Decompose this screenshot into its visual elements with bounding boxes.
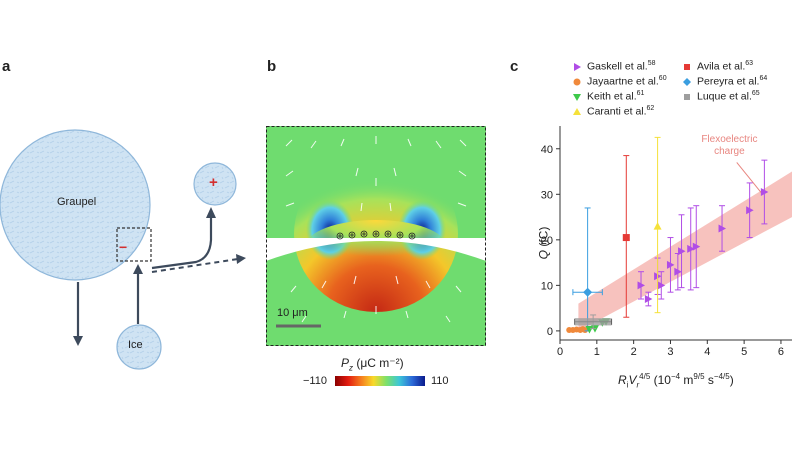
data-point: [653, 222, 662, 230]
panel-a-label: a: [2, 58, 11, 75]
legend: Gaskell et al.58 Avila et al.63 Jayaartne …: [572, 60, 794, 122]
graupel-label: Graupel: [57, 196, 97, 208]
data-point: [687, 244, 695, 253]
annotation-text: Flexoelectric: [701, 134, 757, 145]
colorbar-max-label: 110: [431, 375, 449, 387]
y-tick-label: 30: [541, 189, 553, 201]
legend-item-ref: 58: [647, 60, 656, 67]
legend-item: Jayaartne et al.60: [572, 75, 667, 88]
minus-charge-sign: −: [119, 239, 128, 255]
data-point: [585, 326, 594, 334]
x-axis-label: RiVr4/5 (10−4 m9/5 s−4/5): [618, 372, 734, 390]
annotation-pointer: [736, 162, 763, 195]
colorbar-unit: (μC m⁻²): [356, 356, 404, 370]
x-tick-label: 0: [557, 346, 563, 358]
data-point: [582, 326, 589, 333]
legend-item-label: Jayaartne et al.: [587, 75, 659, 88]
x-tick-label: 2: [631, 346, 637, 358]
data-point: [678, 247, 686, 256]
colorbar-gradient: [335, 376, 425, 386]
data-point: [644, 295, 653, 304]
x-tick-label: 6: [778, 346, 784, 358]
data-point: [657, 281, 666, 290]
legend-item-label: Avila et al.: [697, 60, 746, 73]
legend-item-ref: 62: [646, 105, 655, 112]
legend-item-label: Luque et al.: [697, 90, 752, 103]
data-point: [666, 260, 675, 269]
colorbar-subscript: z: [349, 363, 354, 373]
y-tick-label: 40: [541, 144, 553, 156]
data-point: [574, 318, 612, 326]
annotation-text: charge: [714, 146, 745, 157]
legend-item: Avila et al.63: [682, 60, 753, 73]
y-tick-label: 20: [541, 235, 553, 247]
panel-b-label: b: [267, 58, 277, 75]
colorbar-title: Pz (μC m⁻²): [341, 356, 404, 372]
zoom-dashed-arrow-head: [236, 254, 246, 264]
x-tick-label: 1: [594, 346, 600, 358]
colorbar-symbol: P: [341, 356, 350, 370]
y-tick-label: 10: [541, 280, 553, 292]
legend-item: Caranti et al.62: [572, 105, 654, 118]
data-point: [637, 281, 646, 290]
plus-charge-sign: +: [209, 174, 218, 191]
data-point: [718, 224, 727, 233]
x-tick-label: 5: [741, 346, 747, 358]
data-point: [760, 188, 769, 197]
data-point: [746, 206, 754, 215]
ice-up-arrow-head: [133, 264, 143, 274]
x-tick-label: 4: [704, 346, 710, 358]
legend-item-ref: 60: [658, 75, 667, 82]
legend-item: Luque et al.65: [682, 90, 760, 103]
data-point: [622, 234, 630, 242]
y-axis-label: Q (fC): [536, 226, 551, 260]
legend-item-ref: 65: [751, 90, 760, 97]
polarization-field-map: [266, 126, 486, 346]
legend-item: Gaskell et al.58: [572, 60, 656, 73]
legend-item-label: Gaskell et al.: [587, 60, 648, 73]
x-tick-label: 3: [667, 346, 673, 358]
ice-label: Ice: [128, 339, 143, 351]
data-point: [674, 267, 682, 276]
ice-particle: [116, 324, 162, 370]
data-point: [692, 242, 701, 251]
legend-item-label: Pereyra et al.: [697, 75, 760, 88]
scale-bar-label: 10 μm: [277, 307, 308, 319]
legend-item: Keith et al.61: [572, 90, 644, 103]
graupel-down-arrow-head: [73, 336, 83, 346]
legend-item-label: Caranti et al.: [587, 105, 647, 118]
legend-item-ref: 64: [759, 75, 768, 82]
legend-item: Pereyra et al.64: [682, 75, 767, 88]
y-tick-label: 0: [547, 326, 553, 338]
panel-a-diagram: [0, 129, 246, 370]
contact-zoom-box: [116, 227, 152, 262]
data-point: [583, 287, 593, 297]
graupel-particle: [0, 129, 151, 281]
separated-ice-particle: [193, 162, 237, 206]
legend-item-label: Keith et al.: [587, 90, 637, 103]
panel-c-label: c: [510, 58, 519, 75]
legend-item-ref: 61: [636, 90, 645, 97]
colorbar-min-label: −110: [303, 375, 327, 387]
legend-item-ref: 63: [745, 60, 754, 67]
bounce-arrow-head: [206, 207, 216, 218]
